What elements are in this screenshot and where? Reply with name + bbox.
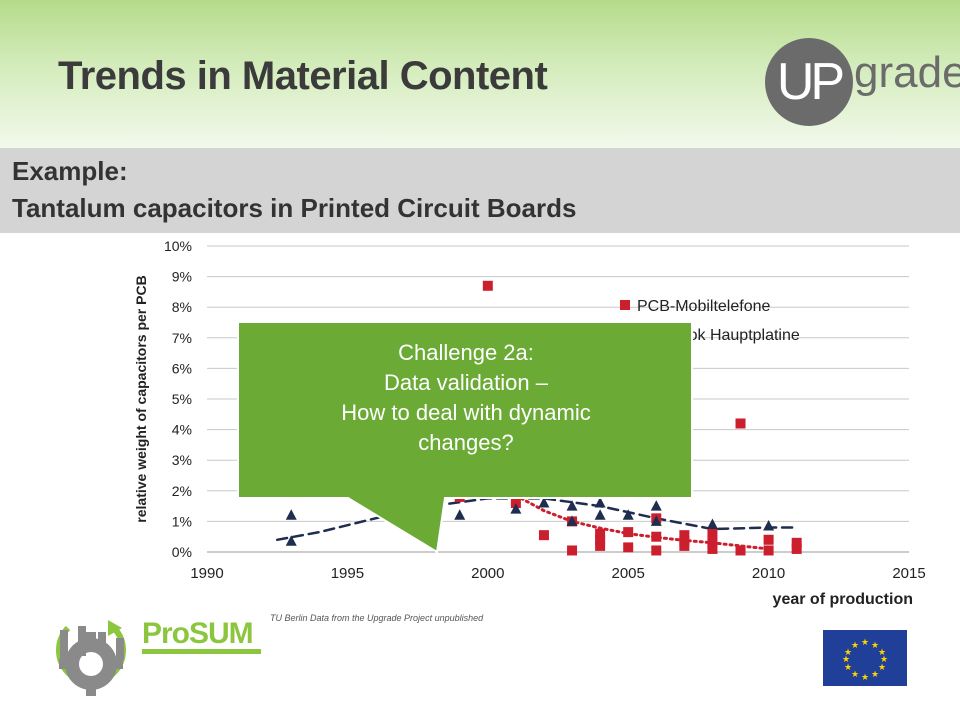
data-point-notebook xyxy=(650,500,662,511)
data-point-mobiltelefone xyxy=(763,534,774,545)
svg-text:★: ★ xyxy=(880,655,888,665)
legend-label: PCB-Mobiltelefone xyxy=(637,298,771,315)
svg-text:★: ★ xyxy=(861,638,869,648)
slide-title: Trends in Material Content xyxy=(58,54,548,98)
svg-text:★: ★ xyxy=(871,670,879,680)
data-point-mobiltelefone xyxy=(679,540,690,551)
y-tick-label: 2% xyxy=(172,483,192,499)
y-tick-label: 5% xyxy=(172,391,192,407)
data-point-mobiltelefone xyxy=(623,542,634,553)
y-tick-label: 7% xyxy=(172,330,192,346)
data-point-mobiltelefone xyxy=(595,528,606,539)
data-point-mobiltelefone xyxy=(623,527,634,538)
data-point-mobiltelefone xyxy=(510,498,521,509)
callout-line: Data validation – xyxy=(384,370,548,395)
svg-text:★: ★ xyxy=(878,663,886,673)
data-point-mobiltelefone xyxy=(735,418,746,429)
data-point-mobiltelefone xyxy=(567,545,578,556)
y-tick-label: 10% xyxy=(164,238,192,254)
data-point-mobiltelefone xyxy=(595,534,606,545)
data-point-notebook xyxy=(510,503,522,514)
data-point-notebook xyxy=(538,497,550,508)
svg-text:★: ★ xyxy=(844,648,852,658)
data-point-mobiltelefone xyxy=(651,545,662,556)
prosum-logo-text: ProSUM xyxy=(142,619,261,654)
data-point-mobiltelefone xyxy=(707,543,718,554)
data-point-notebook xyxy=(285,535,297,546)
example-subtitle: Tantalum capacitors in Printed Circuit B… xyxy=(12,193,577,223)
svg-text:★: ★ xyxy=(871,641,879,651)
upgrade-logo-text: grade xyxy=(854,48,960,97)
callout-line: How to deal with dynamic xyxy=(341,400,591,425)
data-point-notebook xyxy=(566,500,578,511)
example-label: Example: xyxy=(12,156,128,186)
data-point-notebook xyxy=(706,518,718,529)
callout-text: Challenge 2a: Data validation – How to d… xyxy=(240,338,692,458)
y-tick-label: 0% xyxy=(172,544,192,560)
svg-text:★: ★ xyxy=(861,673,869,683)
y-axis-title: relative weight of capacitors per PCB xyxy=(133,275,149,522)
upgrade-logo-circle: UP xyxy=(765,38,853,126)
data-point-mobiltelefone xyxy=(482,280,493,291)
y-tick-label: 3% xyxy=(172,452,192,468)
y-tick-label: 6% xyxy=(172,360,192,376)
prosum-gear-icon xyxy=(56,620,126,696)
data-point-mobiltelefone xyxy=(538,530,549,541)
data-point-mobiltelefone xyxy=(595,540,606,551)
data-point-notebook xyxy=(594,509,606,520)
data-point-mobiltelefone xyxy=(735,545,746,556)
example-band xyxy=(0,148,960,233)
svg-text:★: ★ xyxy=(878,648,886,658)
callout-line: Challenge 2a: xyxy=(398,340,534,365)
data-point-mobiltelefone xyxy=(791,537,802,548)
y-tick-label: 9% xyxy=(172,269,192,285)
callout-line: changes? xyxy=(418,430,514,455)
data-point-mobiltelefone xyxy=(707,537,718,548)
source-note: TU Berlin Data from the Upgrade Project … xyxy=(270,613,484,623)
svg-text:★: ★ xyxy=(851,641,859,651)
x-tick-label: 2015 xyxy=(892,565,925,582)
y-tick-label: 4% xyxy=(172,422,192,438)
data-point-mobiltelefone xyxy=(791,543,802,554)
data-point-notebook xyxy=(566,515,578,526)
data-point-notebook xyxy=(594,497,606,508)
data-point-notebook xyxy=(454,509,466,520)
legend-marker xyxy=(620,300,630,310)
x-tick-label: 2010 xyxy=(752,565,785,582)
x-tick-label: 2005 xyxy=(612,565,645,582)
eu-flag-icon: ★ ★★ ★★★ ★★★ ★★★ xyxy=(823,630,907,686)
data-point-mobiltelefone xyxy=(679,530,690,541)
data-point-mobiltelefone xyxy=(763,545,774,556)
x-tick-label: 1995 xyxy=(331,565,364,582)
x-tick-label: 1990 xyxy=(190,565,223,582)
data-point-notebook xyxy=(622,509,634,520)
data-point-notebook xyxy=(650,515,662,526)
data-point-mobiltelefone xyxy=(651,531,662,542)
data-point-notebook xyxy=(285,509,297,520)
data-point-notebook xyxy=(763,519,775,531)
trendline xyxy=(514,493,771,551)
svg-text:★: ★ xyxy=(851,670,859,680)
x-tick-label: 2000 xyxy=(471,565,504,582)
svg-text:★: ★ xyxy=(844,663,852,673)
svg-text:★: ★ xyxy=(842,655,850,665)
y-tick-label: 1% xyxy=(172,513,192,529)
data-point-mobiltelefone xyxy=(707,528,718,539)
x-axis-title: year of production xyxy=(773,591,913,608)
y-tick-label: 8% xyxy=(172,299,192,315)
